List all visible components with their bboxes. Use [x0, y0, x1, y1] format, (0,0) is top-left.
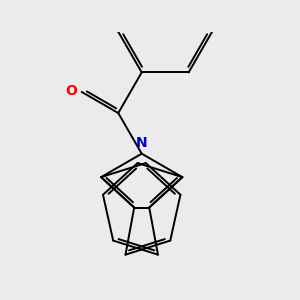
Text: O: O: [65, 84, 77, 98]
Text: N: N: [136, 136, 148, 150]
